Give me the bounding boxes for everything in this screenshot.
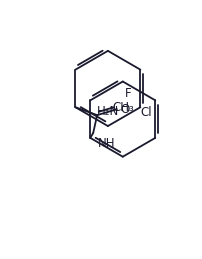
Text: Cl: Cl xyxy=(141,106,152,119)
Text: F: F xyxy=(125,88,131,100)
Text: O: O xyxy=(121,103,130,116)
Text: NH: NH xyxy=(98,137,116,150)
Text: CH₃: CH₃ xyxy=(113,101,135,114)
Text: H₂N: H₂N xyxy=(97,105,119,118)
